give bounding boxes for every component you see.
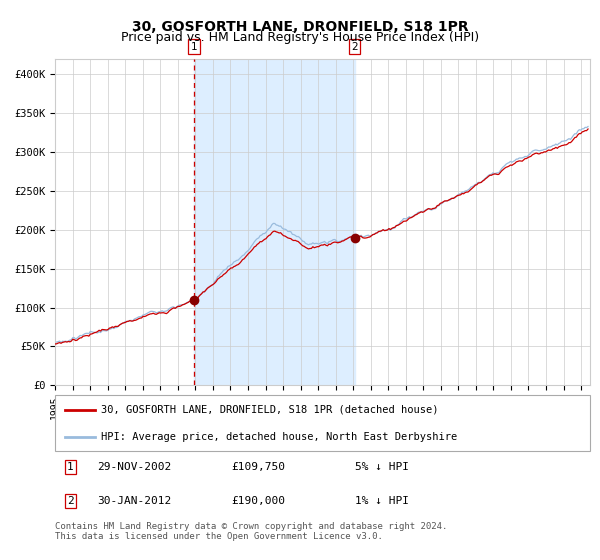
Text: 5% ↓ HPI: 5% ↓ HPI	[355, 462, 409, 472]
Text: £109,750: £109,750	[232, 462, 286, 472]
Text: HPI: Average price, detached house, North East Derbyshire: HPI: Average price, detached house, Nort…	[101, 432, 457, 442]
Text: 30, GOSFORTH LANE, DRONFIELD, S18 1PR (detached house): 30, GOSFORTH LANE, DRONFIELD, S18 1PR (d…	[101, 405, 438, 415]
Text: 1: 1	[191, 42, 197, 52]
Text: Contains HM Land Registry data © Crown copyright and database right 2024.
This d: Contains HM Land Registry data © Crown c…	[55, 522, 448, 542]
Text: 2: 2	[67, 496, 74, 506]
Text: Price paid vs. HM Land Registry's House Price Index (HPI): Price paid vs. HM Land Registry's House …	[121, 31, 479, 44]
Text: 1: 1	[67, 462, 74, 472]
Text: 2: 2	[351, 42, 358, 52]
Text: 1% ↓ HPI: 1% ↓ HPI	[355, 496, 409, 506]
Text: 30-JAN-2012: 30-JAN-2012	[97, 496, 171, 506]
Text: £190,000: £190,000	[232, 496, 286, 506]
Text: 30, GOSFORTH LANE, DRONFIELD, S18 1PR: 30, GOSFORTH LANE, DRONFIELD, S18 1PR	[131, 20, 469, 34]
Bar	[194, 59, 355, 385]
Text: 29-NOV-2002: 29-NOV-2002	[97, 462, 171, 472]
FancyBboxPatch shape	[55, 395, 590, 451]
